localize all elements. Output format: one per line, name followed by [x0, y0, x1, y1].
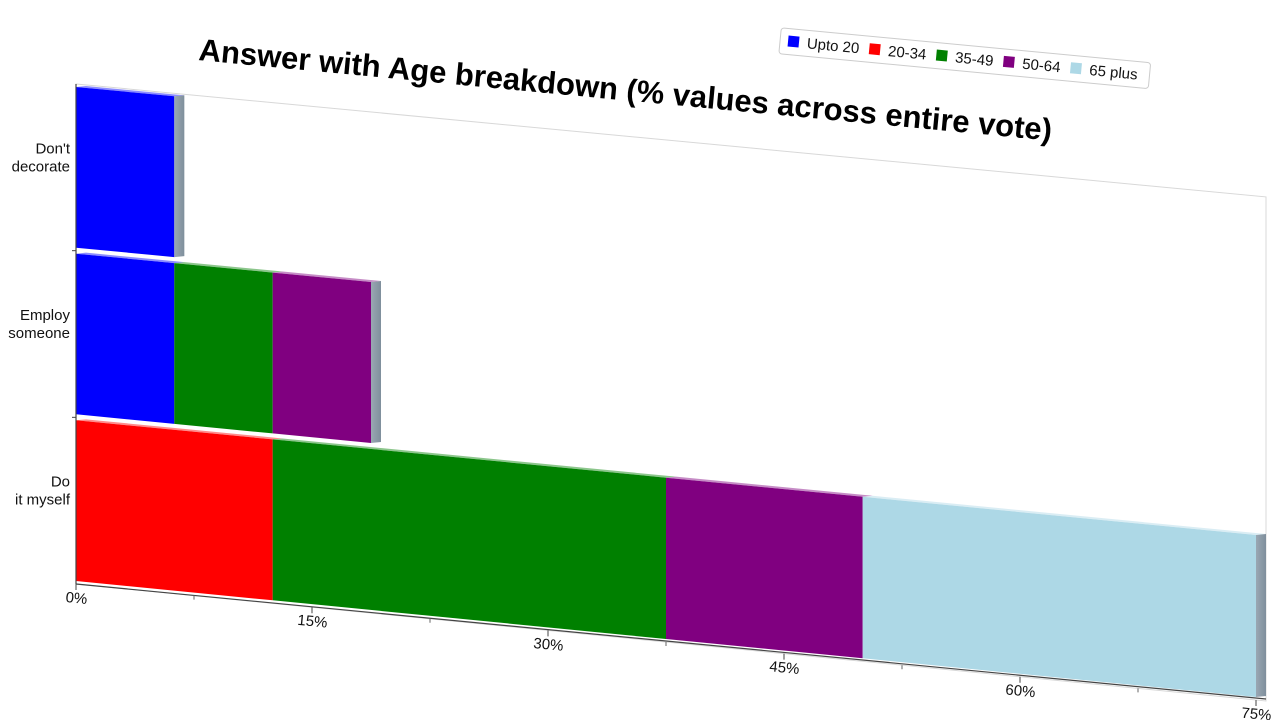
category-label: Do it myself: [15, 474, 71, 509]
legend-label: 35-49: [954, 49, 994, 70]
x-tick-label: 15%: [297, 612, 328, 632]
legend-swatch: [787, 35, 800, 48]
bar-don-t-decorate-upto-20: [76, 87, 175, 258]
legend-label: 65 plus: [1089, 62, 1139, 83]
legend: Upto 20 20-34 35-49 50-64 65 plus: [778, 27, 1151, 89]
bar-do-it-myself-65-plus-top: [862, 495, 1266, 535]
x-tick-label: 45%: [769, 658, 800, 678]
bar-depth-2: [1256, 534, 1266, 697]
bar-do-it-myself-20-34: [76, 420, 273, 601]
category-label: Don't decorate: [12, 140, 71, 175]
legend-swatch: [1069, 62, 1082, 75]
x-tick-label: 0%: [65, 589, 88, 608]
bar-employ-someone-upto-20-top: [76, 252, 185, 264]
bar-employ-someone-35-49: [174, 263, 273, 434]
x-tick-label: 30%: [533, 635, 564, 655]
category-label: Employ someone: [8, 307, 70, 342]
axes-layer: Don't decorate Employ someone Do it myself 0% 1…: [8, 84, 1272, 720]
bar-don-t-decorate-upto-20-top: [76, 86, 185, 97]
bar-depth-0: [174, 95, 185, 258]
bar-do-it-myself-35-49-top: [272, 438, 676, 478]
legend-swatch: [935, 49, 948, 62]
bar-do-it-myself-50-64: [666, 477, 863, 659]
bar-employ-someone-50-64: [272, 272, 371, 443]
bar-do-it-myself-20-34-top: [76, 419, 283, 440]
x-tick-label: 60%: [1005, 681, 1036, 701]
bars-layer: [76, 86, 1266, 697]
legend-swatch: [1002, 55, 1015, 68]
bar-employ-someone-upto-20: [76, 253, 175, 424]
bar-employ-someone-50-64-top: [272, 271, 381, 282]
legend-label: 50-64: [1021, 56, 1061, 77]
legend-swatch: [868, 43, 881, 56]
x-tick-label: 75%: [1241, 705, 1272, 720]
bar-depth-1: [371, 281, 381, 443]
legend-box: [778, 27, 1151, 89]
bar-employ-someone-35-49-top: [174, 262, 283, 273]
x-axis-line: [75, 583, 1267, 700]
bar-do-it-myself-50-64-top: [666, 476, 873, 497]
legend-label: Upto 20: [806, 35, 860, 57]
legend-label: 20-34: [887, 43, 927, 64]
bar-do-it-myself-65-plus: [862, 496, 1256, 697]
bar-do-it-myself-35-49: [272, 439, 666, 639]
